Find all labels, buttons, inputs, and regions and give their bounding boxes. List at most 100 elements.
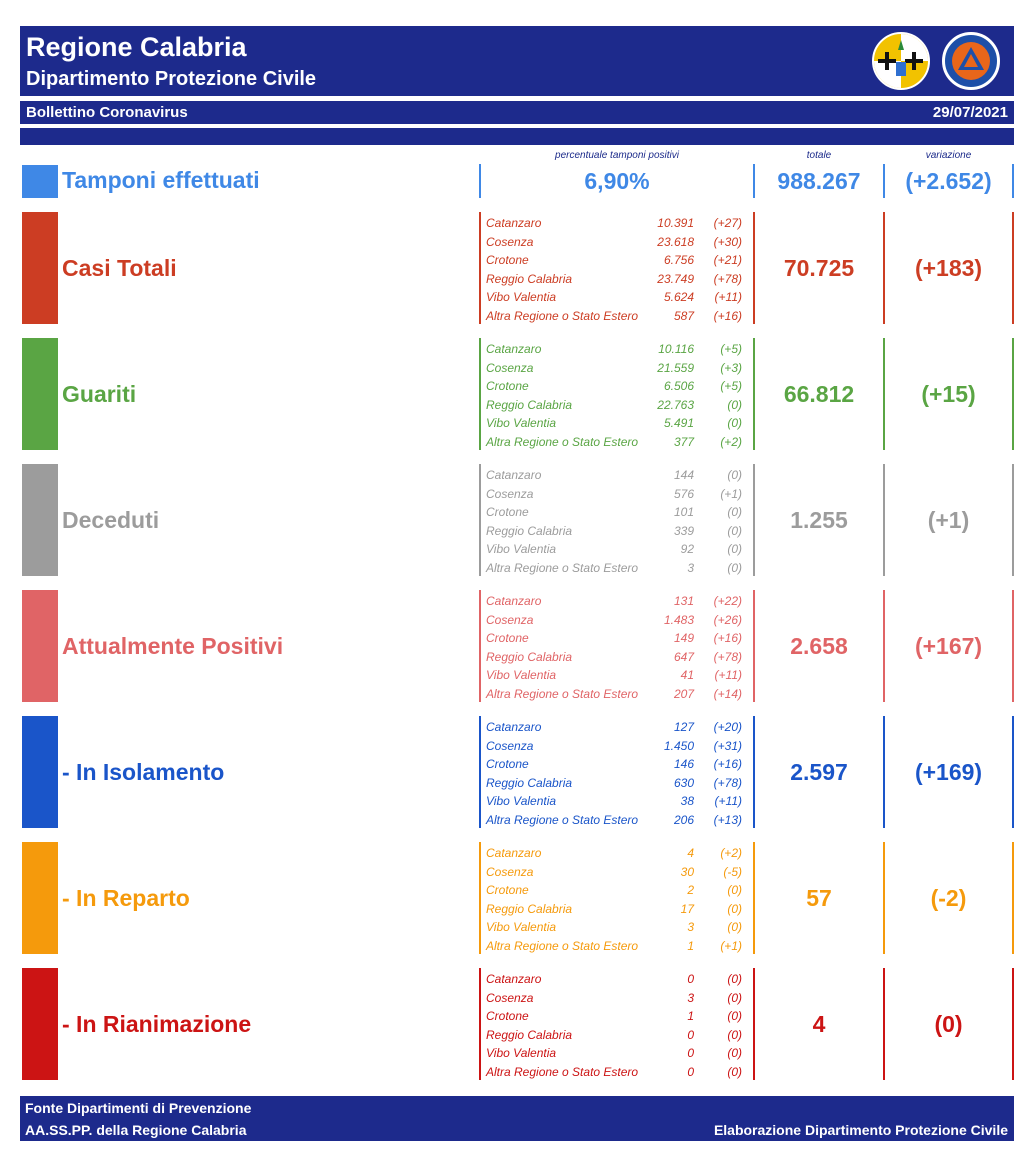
province-row: Cosenza 21.559 (+3) (486, 359, 750, 378)
province-change: (+1) (720, 938, 742, 953)
province-row: Reggio Calabria 339 (0) (486, 522, 750, 541)
province-change: (0) (727, 901, 742, 916)
province-row: Altra Regione o Stato Estero 206 (+13) (486, 811, 750, 830)
page-subtitle: Dipartimento Protezione Civile (26, 68, 317, 90)
province-name: Vibo Valentia (486, 1046, 557, 1061)
province-change: (+5) (720, 342, 742, 356)
province-row: Altra Regione o Stato Estero 377 (+2) (486, 433, 750, 452)
section-change: (+1) (927, 507, 970, 533)
province-row: Crotone 146 (+16) (486, 755, 750, 774)
section-divider (883, 842, 885, 954)
province-value: 10.391 (657, 216, 694, 230)
section-attualmente-positivi: Attualmente Positivi Catanzaro 131 (+22) Cos… (0, 590, 1024, 702)
province-row: Reggio Calabria 630 (+78) (486, 774, 750, 793)
province-name: Altra Regione o Stato Estero (486, 560, 639, 575)
province-row: Crotone 6.756 (+21) (486, 251, 750, 270)
province-value: 6.756 (663, 253, 694, 268)
section-label: - In Reparto (62, 885, 190, 911)
province-name: Reggio Calabria (486, 1027, 573, 1042)
province-name: Cosenza (486, 990, 534, 1005)
province-change: (+22) (713, 594, 742, 608)
section-divider (479, 590, 481, 702)
section-divider (1012, 716, 1014, 828)
province-list: Catanzaro 10.391 (+27) Cosenza 23.618 (+30) Cr… (486, 214, 750, 326)
tamponi-divider (479, 164, 481, 198)
section-total: 57 (806, 885, 832, 911)
province-name: Altra Regione o Stato Estero (486, 938, 639, 953)
column-header-total: totale (806, 150, 832, 161)
bulletin-date: 29/07/2021 (932, 104, 1008, 121)
province-value: 146 (673, 757, 694, 772)
section-divider (753, 842, 755, 954)
province-change: (+13) (713, 812, 742, 827)
tamponi-divider (753, 164, 755, 198)
province-name: Altra Regione o Stato Estero (486, 1064, 639, 1079)
province-row: Vibo Valentia 5.491 (0) (486, 414, 750, 433)
footer-source-line1: Fonte Dipartimenti di Prevenzione (25, 1100, 252, 1116)
province-name: Catanzaro (486, 846, 542, 860)
province-change: (+11) (714, 668, 742, 683)
footer-source-line2: AA.SS.PP. della Regione Calabria (25, 1122, 247, 1138)
province-change: (+78) (713, 775, 742, 790)
province-value: 630 (673, 775, 694, 790)
province-row: Crotone 101 (0) (486, 503, 750, 522)
province-value: 1 (687, 1009, 694, 1024)
province-value: 1.483 (663, 612, 694, 627)
province-value: 647 (673, 649, 694, 664)
province-value: 23.749 (657, 271, 694, 286)
section-total: 4 (812, 1011, 826, 1037)
tamponi-positive-pct: 6,90% (584, 168, 650, 194)
bulletin-bar: Bollettino Coronavirus 29/07/2021 (20, 101, 1014, 124)
section-divider (883, 968, 885, 1080)
province-name: Altra Regione o Stato Estero (486, 434, 639, 449)
province-change: (0) (727, 397, 742, 412)
section-casi-totali: Casi Totali Catanzaro 10.391 (+27) Cosenza 23… (0, 212, 1024, 324)
province-row: Reggio Calabria 23.749 (+78) (486, 270, 750, 289)
province-change: (0) (727, 523, 742, 538)
province-name: Altra Regione o Stato Estero (486, 812, 639, 827)
section-divider (1012, 338, 1014, 450)
section-divider (883, 338, 885, 450)
province-list: Catanzaro 0 (0) Cosenza 3 (0) Crotone 1 (0) Reggi… (486, 970, 750, 1082)
province-change: (+16) (713, 757, 742, 772)
section-divider (753, 464, 755, 576)
province-name: Altra Regione o Stato Estero (486, 686, 639, 701)
province-name: Crotone (486, 757, 529, 772)
province-change: (0) (727, 990, 742, 1005)
province-name: Vibo Valentia (486, 920, 557, 935)
province-value: 38 (680, 794, 694, 809)
province-value: 576 (673, 486, 694, 501)
province-change: (+1) (720, 486, 742, 501)
province-row: Cosenza 23.618 (+30) (486, 233, 750, 252)
province-change: (0) (727, 560, 742, 575)
province-change: (0) (727, 972, 742, 986)
province-change: (+26) (713, 612, 742, 627)
province-name: Reggio Calabria (486, 271, 573, 286)
province-name: Catanzaro (486, 342, 542, 356)
section-divider (883, 464, 885, 576)
province-row: Cosenza 576 (+1) (486, 485, 750, 504)
section-label: Attualmente Positivi (62, 633, 284, 659)
province-row: Altra Regione o Stato Estero 0 (0) (486, 1063, 750, 1082)
province-name: Reggio Calabria (486, 649, 573, 664)
province-name: Crotone (486, 379, 529, 394)
province-row: Altra Regione o Stato Estero 207 (+14) (486, 685, 750, 704)
province-name: Vibo Valentia (486, 416, 557, 431)
province-row: Reggio Calabria 0 (0) (486, 1026, 750, 1045)
province-name: Catanzaro (486, 720, 542, 734)
province-value: 377 (673, 434, 694, 449)
province-value: 23.618 (657, 234, 694, 249)
province-row: Catanzaro 144 (0) (486, 466, 750, 485)
province-value: 149 (673, 631, 694, 646)
province-change: (+11) (714, 794, 742, 809)
province-change: (+31) (713, 738, 742, 753)
province-row: Crotone 2 (0) (486, 881, 750, 900)
province-name: Cosenza (486, 738, 534, 753)
province-name: Crotone (486, 631, 529, 646)
province-value: 10.116 (658, 342, 694, 356)
province-value: 17 (680, 901, 694, 916)
section-label: Deceduti (62, 507, 160, 533)
section-divider (883, 716, 885, 828)
province-row: Cosenza 1.450 (+31) (486, 737, 750, 756)
province-value: 5.491 (663, 416, 694, 431)
